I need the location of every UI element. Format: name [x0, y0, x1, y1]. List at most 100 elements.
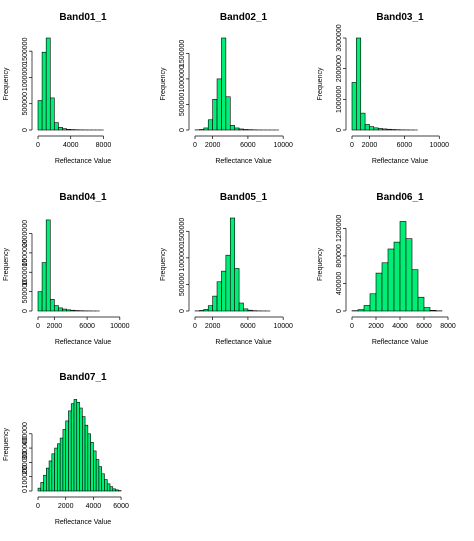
- histogram-bar: [93, 450, 97, 492]
- x-axis-label: Reflectance Value: [215, 339, 271, 346]
- x-tick-label: 10000: [273, 142, 293, 149]
- y-tick-label: 1500000: [179, 40, 186, 67]
- x-tick-label: 4000: [63, 142, 79, 149]
- x-tick-label: 6000: [79, 323, 95, 330]
- y-tick-label: 100000: [22, 465, 29, 488]
- histogram-bar: [386, 128, 392, 131]
- histogram-bar: [364, 124, 370, 131]
- histogram-bar: [58, 307, 63, 312]
- x-tick-label: 0: [36, 323, 40, 330]
- histogram-bar: [203, 309, 209, 312]
- x-tick-label: 2000: [368, 323, 384, 330]
- histogram-bar: [373, 127, 379, 131]
- histogram-bar: [84, 424, 89, 492]
- x-axis-label: Reflectance Value: [372, 339, 428, 346]
- histogram-bar: [112, 488, 116, 492]
- histogram-bar: [45, 37, 51, 131]
- x-tick-label: 0: [36, 503, 40, 510]
- histogram-bar: [62, 429, 66, 492]
- histogram-bar: [411, 269, 419, 312]
- y-tick-label: 500000: [22, 92, 29, 115]
- histogram-bar: [70, 403, 75, 492]
- histogram-bar: [37, 487, 42, 492]
- x-tick-label: 2000: [205, 323, 221, 330]
- histogram-bar: [423, 307, 431, 312]
- x-tick-label: 0: [36, 142, 40, 149]
- histogram-bar: [369, 126, 375, 131]
- y-tick-label: 2000000: [336, 55, 343, 82]
- x-tick-label: 2000: [205, 142, 221, 149]
- y-tick-label: 1500000: [22, 239, 29, 266]
- x-tick-label: 2000: [362, 142, 378, 149]
- y-tick-label: 1000000: [179, 244, 186, 271]
- x-tick-label: 2000: [47, 323, 63, 330]
- histogram-bar: [225, 254, 231, 312]
- histogram-bar: [357, 309, 365, 312]
- histogram-bar: [212, 295, 218, 312]
- histogram-bar: [381, 262, 389, 312]
- histogram-bar: [216, 78, 222, 131]
- histogram-bar: [234, 127, 240, 131]
- x-axis-label: Reflectance Value: [55, 519, 111, 526]
- x-tick-label: 0: [193, 323, 197, 330]
- histogram-bar: [66, 129, 72, 131]
- y-axis-label: Frequency: [317, 247, 324, 281]
- histogram-bar: [104, 479, 108, 492]
- y-tick-label: 0: [22, 489, 29, 493]
- histogram-bar: [399, 221, 407, 312]
- y-tick-label: 800000: [336, 244, 343, 267]
- x-tick-label: 0: [350, 323, 354, 330]
- x-tick-label: 10000: [273, 323, 293, 330]
- panel-title: Band03_1: [376, 12, 424, 23]
- histogram-bar: [48, 460, 53, 492]
- x-tick-label: 6000: [240, 323, 256, 330]
- histogram-bar: [216, 281, 222, 312]
- x-axis-label: Reflectance Value: [215, 158, 271, 165]
- x-tick-label: 2000: [58, 503, 74, 510]
- histogram-bar: [62, 308, 67, 312]
- histogram-bar: [199, 129, 205, 131]
- x-axis-label: Reflectance Value: [55, 339, 111, 346]
- histogram-bar: [212, 99, 218, 131]
- histogram-bar: [377, 128, 383, 131]
- histogram-bar: [203, 127, 209, 131]
- histogram-bar: [405, 238, 413, 312]
- histogram-bar: [207, 119, 213, 131]
- histogram-bar: [221, 37, 227, 131]
- histogram-bar: [106, 483, 111, 492]
- histogram-bar: [90, 442, 94, 492]
- y-tick-label: 1200000: [336, 215, 343, 242]
- histogram-bar: [229, 125, 235, 131]
- histogram-bar: [76, 401, 80, 492]
- y-tick-label: 400000: [22, 422, 29, 445]
- histogram-bar: [207, 305, 213, 312]
- histogram-bar: [98, 466, 102, 492]
- x-axis-label: Reflectance Value: [372, 158, 428, 165]
- y-tick-label: 1500000: [22, 37, 29, 64]
- panel-title: Band04_1: [59, 192, 107, 203]
- histogram-bar: [238, 128, 244, 131]
- histogram-bar: [382, 128, 388, 131]
- histogram-bar: [199, 310, 205, 312]
- histogram-bar: [65, 420, 69, 492]
- histogram-bar: [417, 296, 425, 312]
- y-tick-label: 1000000: [336, 86, 343, 113]
- histogram-bar: [375, 272, 383, 312]
- x-tick-label: 6000: [240, 142, 256, 149]
- y-tick-label: 200000: [22, 451, 29, 474]
- histogram-bar: [49, 299, 55, 312]
- histogram-bar: [54, 447, 58, 492]
- histogram-bar: [115, 489, 119, 492]
- histogram-bar: [62, 128, 67, 131]
- y-tick-label: 500000: [179, 93, 186, 116]
- histogram-bar: [360, 112, 366, 131]
- x-tick-label: 6000: [397, 142, 413, 149]
- y-tick-label: 400000: [336, 272, 343, 295]
- histogram-bar: [363, 305, 371, 312]
- y-axis-label: Frequency: [3, 427, 10, 461]
- histogram-bar: [41, 51, 47, 131]
